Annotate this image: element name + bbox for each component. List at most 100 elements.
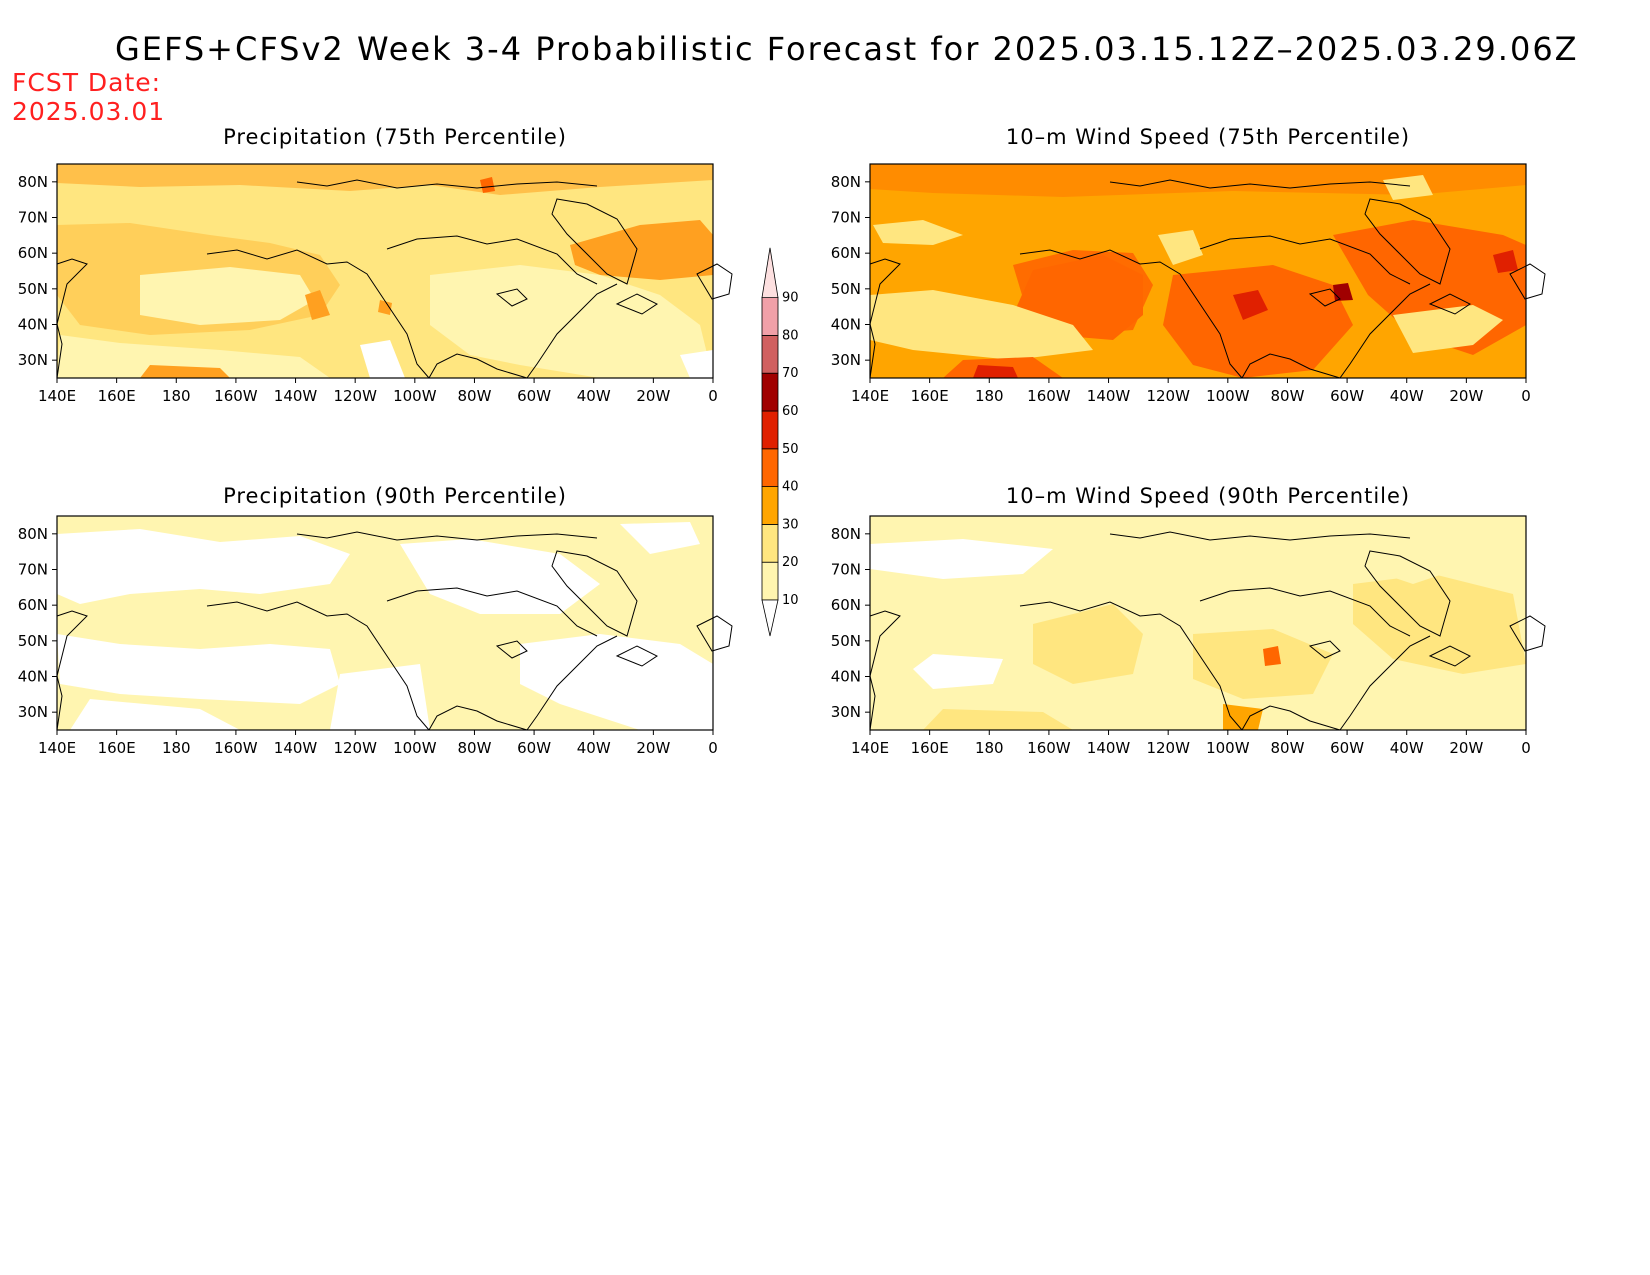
lat-tick-label: 30N [831,351,861,369]
lat-tick-label: 50N [831,280,861,298]
lat-tick-label: 60N [831,244,861,262]
lat-tick-label: 40N [18,668,48,686]
lon-tick-label: 0 [708,387,718,405]
probability-field [870,516,1526,730]
legend-bin [761,486,779,525]
lon-tick-label: 140W [1087,739,1131,757]
lon-tick-label: 40W [1390,739,1424,757]
lon-tick-label: 100W [1206,739,1250,757]
legend-bin [761,561,779,601]
coastlines [56,179,733,379]
legend-bin [761,297,779,336]
panel-title: Precipitation (75th Percentile) [223,125,567,149]
lon-tick-label: 140E [851,739,889,757]
lat-tick-label: 60N [18,596,48,614]
lon-tick-label: 140W [1087,387,1131,405]
forecast-date: FCST Date: 2025.03.01 [12,68,165,126]
lat-tick-label: 60N [18,244,48,262]
legend-level-label: 10 [782,593,799,608]
lon-tick-label: 180 [975,739,1004,757]
coastlines [869,179,1546,379]
lon-tick-label: 20W [1449,739,1483,757]
lon-tick-label: 100W [393,739,437,757]
lon-tick-label: 80W [1270,739,1304,757]
legend-bin [761,335,779,374]
map-wind-75: 140E 160E 180 160W 140W 120W 100W 80W 60W 40W 20W 0… [831,163,1546,405]
lat-tick-label: 50N [18,280,48,298]
lat-tick-label: 30N [18,351,48,369]
coastlines [869,531,1546,731]
lon-tick-label: 0 [1521,739,1531,757]
probability-field [57,164,713,378]
coastlines [56,531,733,731]
lon-tick-label: 80W [1270,387,1304,405]
map-frame [869,515,1527,731]
lon-tick-label: 160E [98,739,136,757]
lat-tick-label: 80N [831,173,861,191]
lat-tick-label: 70N [18,561,48,579]
lat-tick-label: 40N [18,316,48,334]
legend-level-label: 60 [782,404,799,419]
probability-field [870,164,1526,378]
lon-tick-label: 120W [333,739,377,757]
lat-tick-label: 30N [18,703,48,721]
lat-tick-label: 80N [831,525,861,543]
lat-tick-label: 80N [18,525,48,543]
lat-tick-label: 50N [831,632,861,650]
legend-bin [761,410,779,450]
map-frame [56,515,714,731]
lon-tick-label: 40W [577,387,611,405]
lat-tick-label: 80N [18,173,48,191]
lon-tick-label: 140E [38,387,76,405]
lon-tick-label: 160W [1027,739,1071,757]
lon-tick-label: 160E [911,387,949,405]
legend-level-label: 20 [782,555,799,570]
lon-tick-label: 60W [517,387,551,405]
figure-title: GEFS+CFSv2 Week 3-4 Probabilistic Foreca… [115,30,1579,68]
color-legend: 10 20 30 40 50 60 70 80 90 [761,247,860,680]
lon-tick-label: 160W [214,387,258,405]
lon-tick-label: 160E [911,739,949,757]
lon-tick-label: 60W [517,739,551,757]
lon-tick-label: 180 [162,739,191,757]
lat-tick-label: 30N [831,703,861,721]
probability-field [57,516,713,730]
panel-title: 10–m Wind Speed (90th Percentile) [1005,484,1411,508]
legend-level-label: 30 [782,517,799,532]
legend-bin [761,372,779,412]
map-frame [56,163,714,379]
legend-level-label: 90 [782,291,799,306]
lon-tick-label: 140E [851,387,889,405]
lat-tick-label: 70N [18,209,48,227]
panel-precip-75: Precipitation (75th Percentile) 140E 160E… [0,125,780,405]
legend-level-label: 70 [782,366,799,381]
panel-title: 10–m Wind Speed (75th Percentile) [1005,125,1411,149]
legend-bin-below [761,599,779,637]
lon-tick-label: 180 [975,387,1004,405]
legend-level-label: 80 [782,328,799,343]
lat-tick-label: 40N [831,668,861,686]
legend-bin [761,247,779,298]
lon-tick-label: 20W [1449,387,1483,405]
panel-wind-75: 10–m Wind Speed (75th Percentile) 140E 16… [813,125,1593,405]
lat-tick-label: 40N [831,316,861,334]
lat-tick-label: 70N [831,209,861,227]
lon-tick-label: 60W [1330,739,1364,757]
map-frame [869,163,1527,379]
lon-tick-label: 80W [457,739,491,757]
lat-tick-label: 70N [831,561,861,579]
lon-tick-label: 60W [1330,387,1364,405]
lon-tick-label: 140W [274,739,318,757]
lon-tick-label: 100W [1206,387,1250,405]
panel-wind-90: 10–m Wind Speed (90th Percentile) 140E 16… [813,484,1593,757]
lon-tick-label: 40W [1390,387,1424,405]
legend-bar: 10 20 30 40 50 60 70 80 90 [761,247,799,637]
lon-tick-label: 120W [1146,387,1190,405]
lon-tick-label: 100W [393,387,437,405]
legend-bin [761,523,779,563]
lon-tick-label: 0 [1521,387,1531,405]
lon-tick-label: 0 [708,739,718,757]
forecast-date-value: 2025.03.01 [12,97,166,126]
lon-tick-label: 160E [98,387,136,405]
map-precip-90: 140E 160E 180 160W 140W 120W 100W 80W 60W 40W 20W 0… [18,515,733,757]
